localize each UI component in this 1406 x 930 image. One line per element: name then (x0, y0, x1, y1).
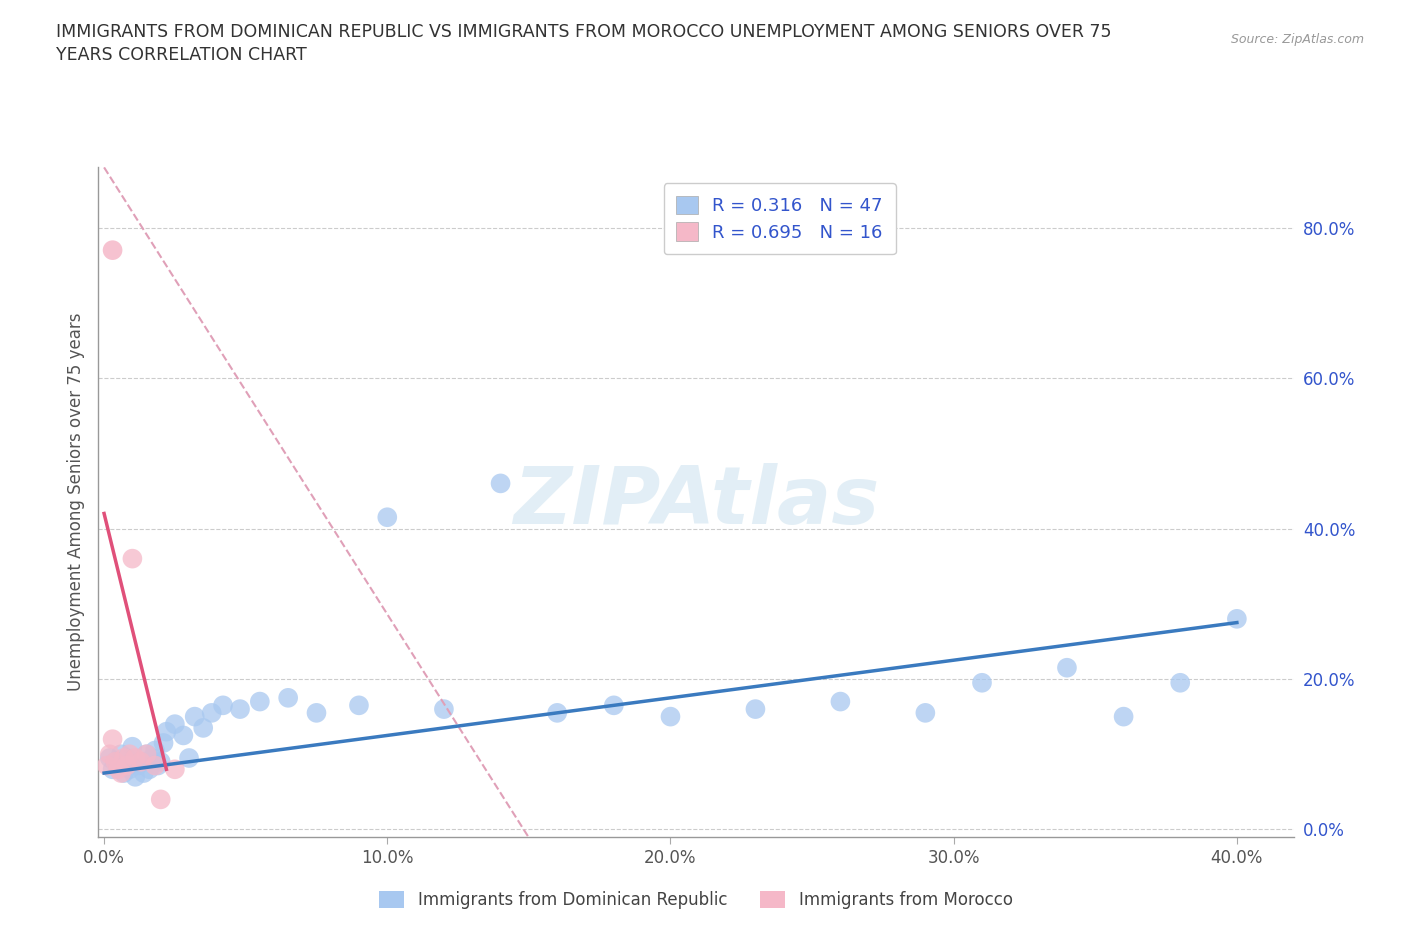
Point (112, 765, 135, 780)
Point (1056, 660, 1078, 675)
Point (155, 724, 177, 739)
Point (124, 769, 146, 784)
Point (143, 758, 166, 773)
Legend: Immigrants from Dominican Republic, Immigrants from Morocco: Immigrants from Dominican Republic, Immi… (373, 884, 1019, 916)
Point (1226, 611, 1249, 626)
Point (115, 758, 138, 773)
Point (546, 706, 568, 721)
Point (249, 694, 271, 709)
Point (107, 758, 129, 773)
Point (121, 551, 143, 566)
Point (121, 739, 143, 754)
Point (433, 701, 456, 716)
Point (132, 765, 155, 780)
Point (229, 701, 252, 716)
Point (115, 751, 138, 765)
Point (118, 747, 141, 762)
Point (172, 728, 194, 743)
Point (277, 690, 299, 705)
Point (141, 751, 163, 765)
Point (152, 736, 174, 751)
Point (744, 701, 766, 716)
Point (104, 754, 127, 769)
Point (135, 747, 157, 762)
Point (112, 751, 135, 765)
Point (177, 751, 200, 765)
Point (98, 747, 121, 762)
Point (96, 758, 118, 773)
Text: YEARS CORRELATION CHART: YEARS CORRELATION CHART (56, 46, 307, 64)
Point (101, 243, 124, 258)
Point (149, 754, 172, 769)
Point (970, 675, 993, 690)
Point (107, 762, 129, 777)
Point (375, 510, 398, 525)
Point (830, 694, 852, 709)
Point (1168, 675, 1191, 690)
Point (129, 754, 152, 769)
Point (135, 747, 157, 762)
Point (127, 758, 149, 773)
Point (193, 721, 215, 736)
Text: Source: ZipAtlas.com: Source: ZipAtlas.com (1230, 33, 1364, 46)
Point (101, 762, 124, 777)
Point (138, 762, 160, 777)
Point (183, 710, 205, 724)
Point (101, 732, 124, 747)
Point (110, 765, 132, 780)
Point (305, 706, 328, 721)
Point (110, 747, 132, 762)
Point (489, 476, 512, 491)
Point (201, 706, 224, 721)
Y-axis label: Unemployment Among Seniors over 75 years: Unemployment Among Seniors over 75 years (66, 313, 84, 691)
Point (104, 754, 127, 769)
Point (212, 698, 235, 712)
Point (129, 754, 152, 769)
Point (1112, 710, 1135, 724)
Point (143, 743, 166, 758)
Point (98, 751, 121, 765)
Point (914, 706, 936, 721)
Point (146, 758, 169, 773)
Point (118, 762, 141, 777)
Point (163, 762, 186, 777)
Point (603, 698, 626, 712)
Point (124, 751, 146, 765)
Point (347, 698, 370, 712)
Point (149, 792, 172, 807)
Point (163, 717, 186, 732)
Text: ZIPAtlas: ZIPAtlas (513, 463, 879, 541)
Text: IMMIGRANTS FROM DOMINICAN REPUBLIC VS IMMIGRANTS FROM MOROCCO UNEMPLOYMENT AMONG: IMMIGRANTS FROM DOMINICAN REPUBLIC VS IM… (56, 23, 1112, 41)
Point (659, 710, 682, 724)
